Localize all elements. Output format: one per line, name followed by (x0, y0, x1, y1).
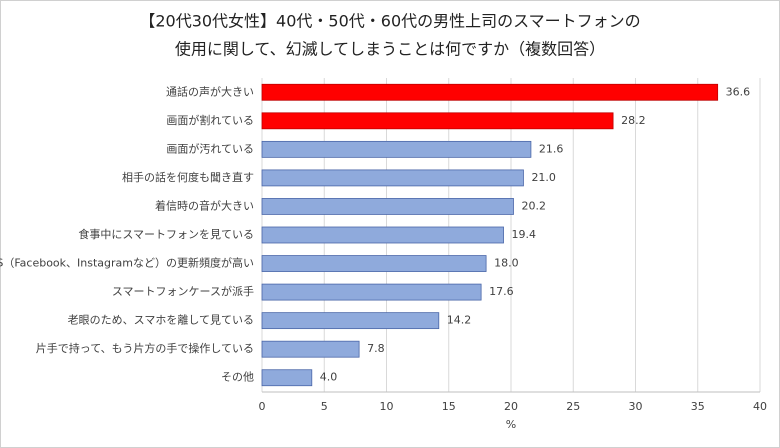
y-tick-label: その他 (221, 371, 254, 384)
y-tick-label: スマートフォンケースが派手 (112, 284, 254, 298)
y-tick-label: SNS（Facebook、Instagramなど）の更新頻度が高い (0, 256, 254, 270)
bar (261, 83, 719, 101)
x-tick-label: 5 (321, 400, 328, 413)
data-label: 21.0 (531, 171, 556, 184)
y-tick-label: 通話の声が大きい (166, 84, 254, 98)
y-tick-label: 相手の話を何度も聞き直す (122, 170, 254, 184)
chart-title: 使用に関して、幻滅してしまうことは何ですか（複数回答） (175, 40, 605, 59)
y-tick-label: 画面が割れている (166, 113, 254, 127)
x-tick-label: 20 (504, 400, 518, 413)
x-axis-label: % (506, 418, 516, 431)
bar (261, 369, 313, 387)
data-label: 20.2 (521, 199, 546, 212)
x-tick-label: 25 (566, 400, 580, 413)
bar (261, 255, 487, 272)
x-tick-label: 15 (442, 400, 456, 413)
data-label: 21.6 (539, 142, 564, 155)
x-tick-label: 0 (259, 400, 266, 413)
data-label: 17.6 (489, 285, 514, 298)
data-label: 18.0 (494, 257, 518, 270)
bar (261, 283, 482, 301)
x-tick-label: 40 (753, 400, 767, 413)
bar (261, 226, 504, 244)
bar (261, 340, 360, 358)
x-tick-label: 30 (629, 400, 643, 413)
y-tick-label: 着信時の音が大きい (155, 198, 254, 212)
x-tick-label: 35 (691, 400, 705, 413)
data-label: 4.0 (320, 371, 338, 384)
data-label: 28.2 (621, 114, 646, 127)
bar (261, 140, 532, 158)
data-label: 7.8 (367, 342, 385, 355)
y-tick-label: 食事中にスマートフォンを見ている (78, 227, 254, 241)
data-label: 14.2 (447, 314, 472, 327)
chart-title: 【20代30代女性】40代・50代・60代の男性上司のスマートフォンの (139, 12, 640, 31)
y-tick-label: 老眼のため、スマホを離して見ている (68, 313, 254, 327)
bar (261, 112, 614, 130)
bar (261, 312, 440, 330)
x-tick-label: 10 (380, 400, 394, 413)
y-tick-label: 片手で持って、もう片方の手で操作している (36, 341, 254, 355)
data-label: 36.6 (726, 85, 751, 98)
data-label: 19.4 (512, 228, 537, 241)
bar (261, 169, 524, 187)
bar (261, 198, 514, 215)
y-tick-label: 画面が汚れている (166, 141, 254, 155)
